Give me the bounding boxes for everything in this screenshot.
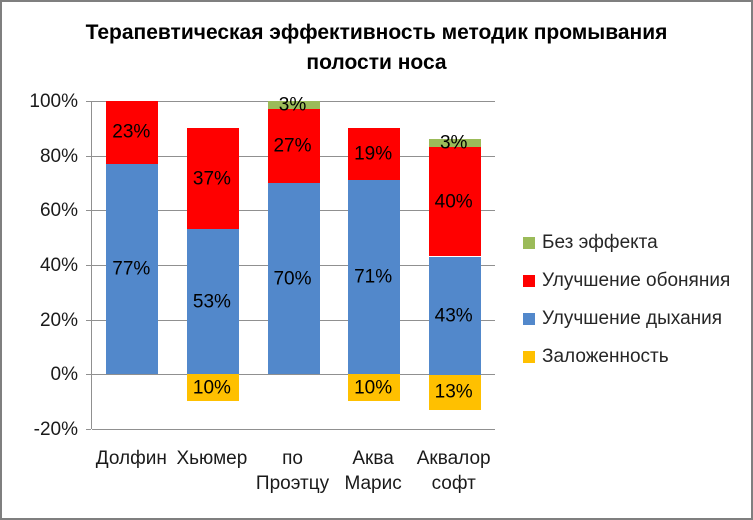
y-axis-tick-label: 80% bbox=[39, 146, 78, 167]
y-axis-tick bbox=[86, 429, 91, 430]
gridline--20% bbox=[92, 429, 495, 430]
bar-segment-Улучшение дыхания-Хьюмер bbox=[187, 229, 239, 374]
legend-label: Улучшение обоняния bbox=[542, 270, 731, 291]
legend-swatch-icon bbox=[523, 351, 535, 363]
x-axis-category-label: Аква Марис bbox=[344, 448, 402, 494]
bar-segment-Улучшение дыхания-Долфин bbox=[106, 164, 158, 374]
bar-data-label: 37% bbox=[192, 168, 231, 190]
legend: Без эффекта Улучшение обоняния Улучшение д… bbox=[523, 224, 730, 376]
y-axis-tick-label: 0% bbox=[50, 364, 78, 385]
bar-segment-Улучшение обоняния-Аквалор софт bbox=[429, 147, 481, 256]
chart-title-line-2: полости носа bbox=[306, 51, 447, 74]
y-axis-tick bbox=[86, 374, 91, 375]
bar-segment-Улучшение дыхания-Аквалор софт bbox=[429, 257, 481, 375]
plot-area bbox=[91, 101, 495, 430]
bar-data-label: 10% bbox=[354, 377, 393, 399]
y-axis-tick bbox=[86, 210, 91, 211]
bar-segment-Улучшение обоняния-Хьюмер bbox=[187, 128, 239, 229]
x-axis-category-label: Хьюмер bbox=[176, 448, 248, 469]
y-axis-tick-label: 40% bbox=[39, 255, 78, 276]
bar-data-label: 23% bbox=[112, 121, 151, 143]
bar-segment-Улучшение дыхания-по Проэтцу bbox=[268, 183, 320, 374]
x-axis-category-label: Аквалор софт bbox=[416, 448, 491, 494]
y-axis-tick-label: -20% bbox=[33, 419, 78, 440]
legend-swatch-icon bbox=[523, 275, 535, 287]
y-axis-tick bbox=[86, 101, 91, 102]
bar-data-label: 3% bbox=[278, 94, 307, 116]
bar-data-label: 27% bbox=[273, 135, 312, 157]
x-axis-category-label: Долфин bbox=[95, 448, 167, 469]
bar-data-label: 3% bbox=[439, 132, 468, 154]
legend-item: Улучшение дыхания bbox=[523, 300, 730, 338]
bar-data-label: 53% bbox=[192, 291, 231, 313]
legend-label: Улучшение дыхания bbox=[542, 308, 723, 329]
bar-segment-Заложенность-Аквалор софт bbox=[429, 374, 481, 410]
legend-swatch-icon bbox=[523, 313, 535, 325]
y-axis-tick-label: 100% bbox=[29, 91, 78, 112]
bar-data-label: 70% bbox=[273, 268, 312, 290]
bar-data-label: 77% bbox=[112, 258, 151, 280]
legend-label: Заложенность bbox=[542, 346, 669, 367]
legend-item: Без эффекта bbox=[523, 224, 730, 262]
bar-data-label: 40% bbox=[434, 191, 473, 213]
y-axis-tick bbox=[86, 320, 91, 321]
y-axis-tick bbox=[86, 265, 91, 266]
chart-title: Терапевтическая эффективность методик пр… bbox=[2, 18, 751, 78]
x-axis-category-label: по Проэтцу bbox=[255, 448, 330, 494]
legend-label: Без эффекта bbox=[542, 232, 658, 253]
bar-segment-Без эффекта-по Проэтцу bbox=[268, 101, 320, 109]
legend-item: Улучшение обоняния bbox=[523, 262, 730, 300]
bar-data-label: 43% bbox=[434, 305, 473, 327]
bar-data-label: 13% bbox=[434, 381, 473, 403]
bar-segment-Заложенность-Аква Марис bbox=[348, 374, 400, 401]
bar-segment-Без эффекта-Аквалор софт bbox=[429, 139, 481, 147]
bar-segment-Улучшение обоняния-Долфин bbox=[106, 101, 158, 164]
bar-segment-Улучшение обоняния-по Проэтцу bbox=[268, 109, 320, 183]
bar-data-label: 71% bbox=[354, 266, 393, 288]
bar-segment-Улучшение обоняния-Аква Марис bbox=[348, 128, 400, 180]
legend-swatch-icon bbox=[523, 237, 535, 249]
chart-title-line-1: Терапевтическая эффективность методик пр… bbox=[85, 21, 668, 44]
y-axis-tick-label: 60% bbox=[39, 200, 78, 221]
bar-data-label: 19% bbox=[354, 143, 393, 165]
bar-segment-Заложенность-Хьюмер bbox=[187, 374, 239, 401]
bar-data-label: 10% bbox=[192, 377, 231, 399]
y-axis-tick-label: 20% bbox=[39, 310, 78, 331]
legend-item: Заложенность bbox=[523, 338, 730, 376]
gridline-0% bbox=[92, 374, 495, 375]
y-axis-tick bbox=[86, 156, 91, 157]
bar-segment-Улучшение дыхания-Аква Марис bbox=[348, 180, 400, 374]
